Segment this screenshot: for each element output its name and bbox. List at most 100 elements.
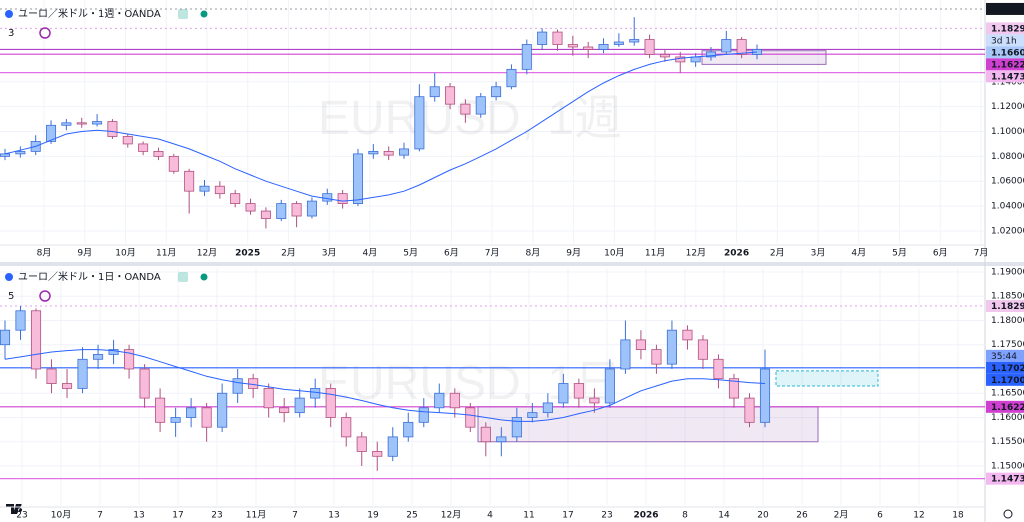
- y-tick-label: 1.17500: [991, 340, 1024, 350]
- indicator-icon[interactable]: [39, 290, 51, 302]
- candle-body: [15, 310, 26, 331]
- candle-body: [697, 339, 709, 360]
- y-tick-label: 1.19000: [991, 267, 1024, 277]
- x-tick-label: 20: [757, 511, 769, 521]
- indicator-icon[interactable]: [39, 27, 51, 39]
- symbol-title: ユーロ／米ドル・1週・OANDA: [18, 7, 161, 20]
- candle-body: [61, 383, 73, 389]
- x-tick-label: 23: [211, 511, 222, 521]
- settings-icon[interactable]: [1003, 509, 1013, 519]
- price-label-box: [986, 361, 1024, 374]
- x-tick-label: 12月: [441, 510, 461, 521]
- indicator-count: 3: [8, 28, 14, 39]
- y-tick-label: 1.16500: [991, 389, 1024, 399]
- x-tick-label: 11月: [645, 248, 665, 259]
- x-tick-label: 2025: [235, 249, 260, 259]
- candle-body: [583, 46, 594, 50]
- candle-body: [399, 148, 410, 156]
- candle-body: [306, 200, 317, 217]
- live-icon: [200, 273, 208, 281]
- candle-body: [46, 368, 57, 384]
- x-tick-label: 13: [133, 511, 144, 521]
- price-label: 1.14739: [991, 72, 1024, 82]
- candle-body: [620, 339, 631, 370]
- y-tick-label: 1.15500: [991, 437, 1024, 447]
- countdown-box: [986, 34, 1024, 47]
- price-label: 1.19860: [991, 5, 1024, 15]
- moving-average: [4, 349, 766, 422]
- candle-body: [629, 39, 640, 43]
- candle-body: [155, 397, 166, 423]
- candle-body: [721, 39, 732, 53]
- watermark: EURUSD, 1日: [318, 357, 622, 410]
- price-label: 1.16220: [991, 60, 1024, 70]
- candle-body: [666, 329, 677, 365]
- x-tick-label: 6月: [933, 248, 948, 259]
- candle-body: [0, 153, 11, 157]
- candle-body: [214, 185, 225, 195]
- countdown-label: 3d 1h: [991, 36, 1017, 46]
- candle-body: [279, 407, 290, 414]
- price-label-box: [986, 22, 1024, 35]
- candle-body: [480, 426, 491, 443]
- candle-body: [168, 155, 179, 172]
- candle-body: [567, 44, 578, 48]
- x-tick-label: 3月: [811, 248, 826, 259]
- candle-body: [107, 121, 118, 137]
- y-tick-label: 1.10000: [991, 127, 1024, 137]
- y-tick-label: 1.04000: [991, 202, 1024, 212]
- candle-body: [30, 310, 42, 370]
- countdown-box: [986, 349, 1024, 362]
- candle-body: [276, 203, 287, 219]
- candle-body: [496, 436, 507, 443]
- price-label: 1.16602: [991, 48, 1024, 58]
- candle-body: [491, 86, 502, 98]
- candle-body: [475, 96, 486, 115]
- price-label-box: [986, 70, 1024, 83]
- candle-body: [598, 44, 609, 50]
- x-tick-label: 4月: [851, 248, 866, 259]
- x-tick-label: 4月: [363, 248, 378, 259]
- candle-body: [728, 378, 740, 399]
- x-tick-label: 11月: [246, 510, 266, 521]
- candle-body: [325, 387, 336, 418]
- x-tick-label: 5月: [892, 248, 907, 259]
- x-tick-label: 9月: [77, 248, 92, 259]
- x-tick-label: 4: [487, 511, 493, 521]
- candle-body: [122, 136, 133, 145]
- candle-body: [759, 368, 771, 423]
- x-tick-label: 23: [601, 511, 612, 521]
- candle-body: [92, 121, 103, 125]
- x-tick-label: 23: [16, 511, 27, 521]
- x-tick-label: 17: [172, 511, 183, 521]
- price-label-box: [986, 472, 1024, 485]
- candle-body: [199, 185, 210, 192]
- symbol-icon: [5, 10, 13, 18]
- candle-body: [705, 51, 716, 58]
- candle-body: [604, 368, 615, 404]
- y-tick-label: 1.18500: [991, 292, 1024, 302]
- x-tick-label: 17: [562, 511, 573, 521]
- x-tick-label: 3月: [322, 248, 337, 259]
- candle-body: [744, 397, 755, 423]
- candle-body: [263, 387, 274, 409]
- candle-body: [445, 86, 456, 105]
- price-zone: [775, 370, 879, 387]
- symbol-icon: [5, 273, 13, 281]
- price-label-box: [986, 299, 1024, 312]
- candle-body: [537, 31, 548, 45]
- x-tick-label: 11月: [156, 248, 176, 259]
- x-tick-label: 2月: [834, 510, 849, 521]
- candle-body: [613, 41, 624, 45]
- y-tick-label: 1.02000: [991, 226, 1024, 236]
- price-label: 1.18299: [991, 302, 1024, 312]
- watermark: EURUSD, 1週: [318, 92, 622, 145]
- pane-divider: [0, 262, 1024, 266]
- candle-body: [372, 451, 383, 457]
- live-icon: [200, 10, 208, 18]
- candle-body: [46, 124, 57, 142]
- candle-body: [217, 392, 228, 428]
- price-label-box: [986, 2, 1024, 15]
- candle-body: [429, 86, 440, 98]
